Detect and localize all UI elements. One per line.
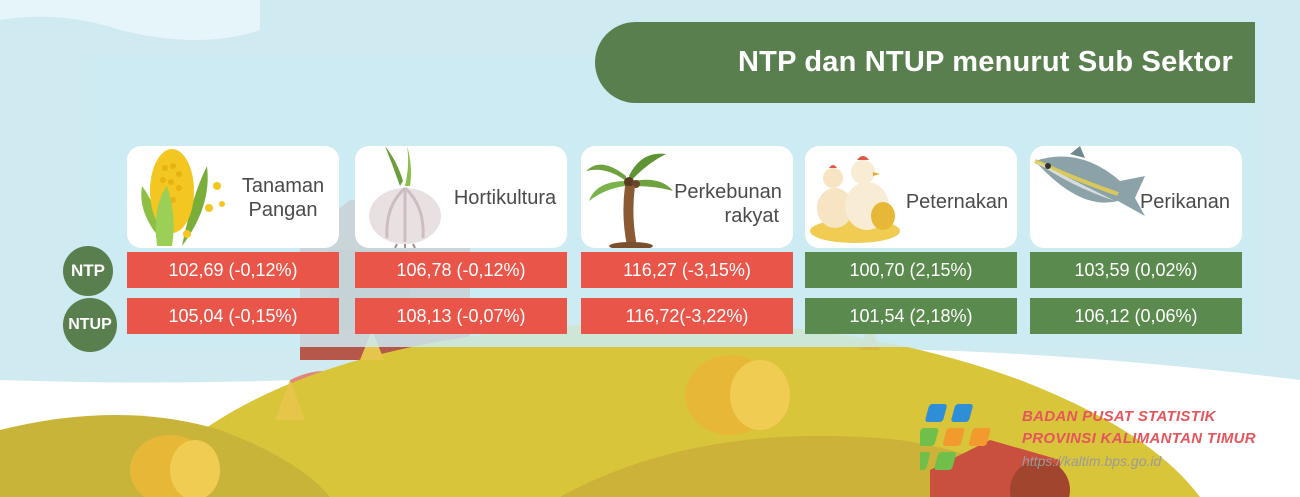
corn-icon <box>141 149 225 246</box>
sector-label: Tanaman Pangan <box>241 175 325 221</box>
fish-icon <box>1034 146 1145 216</box>
ntp-row-badge: NTP <box>63 246 113 296</box>
ntp-cell-perikanan: 103,59 (0,02%) <box>1030 252 1242 288</box>
ntup-cell-tanaman-pangan: 105,04 (-0,15%) <box>127 298 339 334</box>
palm-tree-icon <box>586 153 673 248</box>
garlic-icon <box>369 146 441 248</box>
ntup-cell-peternakan: 101,54 (2,18%) <box>805 298 1017 334</box>
logo-line1: BADAN PUSAT STATISTIK <box>1022 408 1216 425</box>
ntup-cell-perikanan: 106,12 (0,06%) <box>1030 298 1242 334</box>
sector-card-peternakan: Peternakan <box>805 146 1017 248</box>
logo-line2: PROVINSI KALIMANTAN TIMUR <box>1022 430 1256 447</box>
sector-card-perikanan: Perikanan <box>1030 146 1242 248</box>
page-title: NTP dan NTUP menurut Sub Sektor <box>738 46 1233 78</box>
sector-label: Perkebunan rakyat <box>674 181 782 227</box>
ntup-cell-hortikultura: 108,13 (-0,07%) <box>355 298 567 334</box>
logo-url: https://kaltim.bps.go.id <box>1022 453 1162 469</box>
ntup-row-badge: NTUP <box>63 298 117 352</box>
bps-logo-icon <box>920 404 991 470</box>
ntup-cell-perkebunan-rakyat: 116,72(-3,22%) <box>581 298 793 334</box>
sector-card-hortikultura: Hortikultura <box>355 146 567 248</box>
sector-label: Peternakan <box>905 191 1009 213</box>
sector-label: Hortikultura <box>453 187 557 209</box>
sector-card-perkebunan-rakyat: Perkebunan rakyat <box>581 146 793 248</box>
ntp-cell-peternakan: 100,70 (2,15%) <box>805 252 1017 288</box>
sector-label: Perikanan <box>1139 191 1231 213</box>
ntp-cell-perkebunan-rakyat: 116,27 (-3,15%) <box>581 252 793 288</box>
ntp-cell-hortikultura: 106,78 (-0,12%) <box>355 252 567 288</box>
sector-card-tanaman-pangan: Tanaman Pangan <box>127 146 339 248</box>
chicken-icon <box>810 156 900 243</box>
ntp-cell-tanaman-pangan: 102,69 (-0,12%) <box>127 252 339 288</box>
title-banner: NTP dan NTUP menurut Sub Sektor <box>595 22 1255 103</box>
